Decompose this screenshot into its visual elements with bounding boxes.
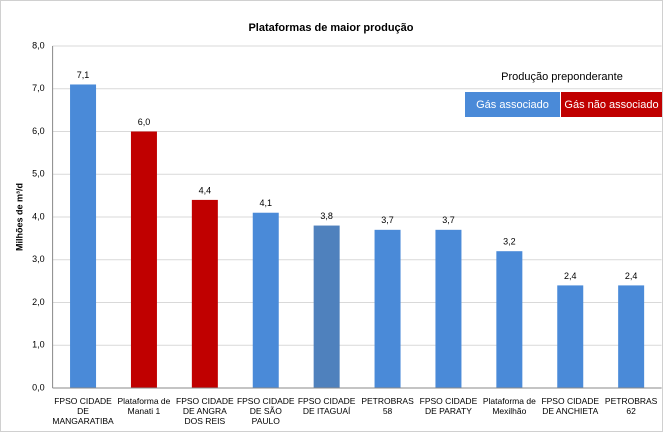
x-tick-label: FPSO CIDADE DE ANCHIETA xyxy=(541,396,600,416)
x-tick-label: FPSO CIDADE DE PARATY xyxy=(419,396,478,416)
legend-title: Produção preponderante xyxy=(501,71,623,83)
y-tick-label: 5,0 xyxy=(32,169,45,179)
y-tick-label: 6,0 xyxy=(32,126,45,136)
y-tick-label: 4,0 xyxy=(32,211,45,221)
bar xyxy=(557,285,584,388)
y-axis-label: Milhões de m³/d xyxy=(14,183,24,251)
value-label: 3,8 xyxy=(320,211,333,221)
legend-label: Gás não associado xyxy=(564,99,658,111)
value-label: 3,2 xyxy=(503,237,516,247)
y-tick-label: 7,0 xyxy=(32,83,45,93)
bar xyxy=(374,229,401,388)
bar xyxy=(130,131,157,388)
x-tick-label: FPSO CIDADE DE MANGARATIBA xyxy=(52,396,114,426)
bar xyxy=(70,84,97,388)
value-label: 4,1 xyxy=(259,198,272,208)
bar xyxy=(496,251,523,388)
x-tick-label: PETROBRAS 62 xyxy=(604,396,658,416)
x-tick-label: PETROBRAS 58 xyxy=(361,396,414,416)
y-tick-label: 0,0 xyxy=(32,382,45,392)
chart-title: Plataformas de maior produção xyxy=(248,22,413,34)
value-label: 6,0 xyxy=(138,117,151,127)
value-label: 7,1 xyxy=(77,70,90,80)
y-tick-label: 8,0 xyxy=(32,40,45,50)
x-tick-label: FPSO CIDADE DE ANGRA DOS REIS xyxy=(176,396,234,426)
x-tick-label: Plataforma de Mexilhão xyxy=(482,396,536,416)
x-tick-label: FPSO CIDADE DE SÃO PAULO xyxy=(236,396,295,426)
x-tick-label: FPSO CIDADE DE ITAGUAÍ xyxy=(297,396,356,416)
bar xyxy=(435,229,462,388)
bar xyxy=(618,285,645,388)
value-label: 3,7 xyxy=(381,215,394,225)
value-label: 4,4 xyxy=(199,185,212,195)
x-tick-label: Plataforma de Manati 1 xyxy=(117,396,171,416)
bar xyxy=(252,212,279,388)
bar xyxy=(313,225,340,388)
bar xyxy=(191,199,218,388)
legend-swatch xyxy=(561,92,662,117)
y-tick-label: 2,0 xyxy=(32,297,45,307)
value-label: 2,4 xyxy=(625,271,638,281)
y-tick-label: 3,0 xyxy=(32,254,45,264)
y-tick-label: 1,0 xyxy=(32,340,45,350)
value-label: 3,7 xyxy=(442,215,455,225)
legend-label: Gás associado xyxy=(476,99,549,111)
value-label: 2,4 xyxy=(564,271,577,281)
legend-swatch xyxy=(465,92,560,117)
